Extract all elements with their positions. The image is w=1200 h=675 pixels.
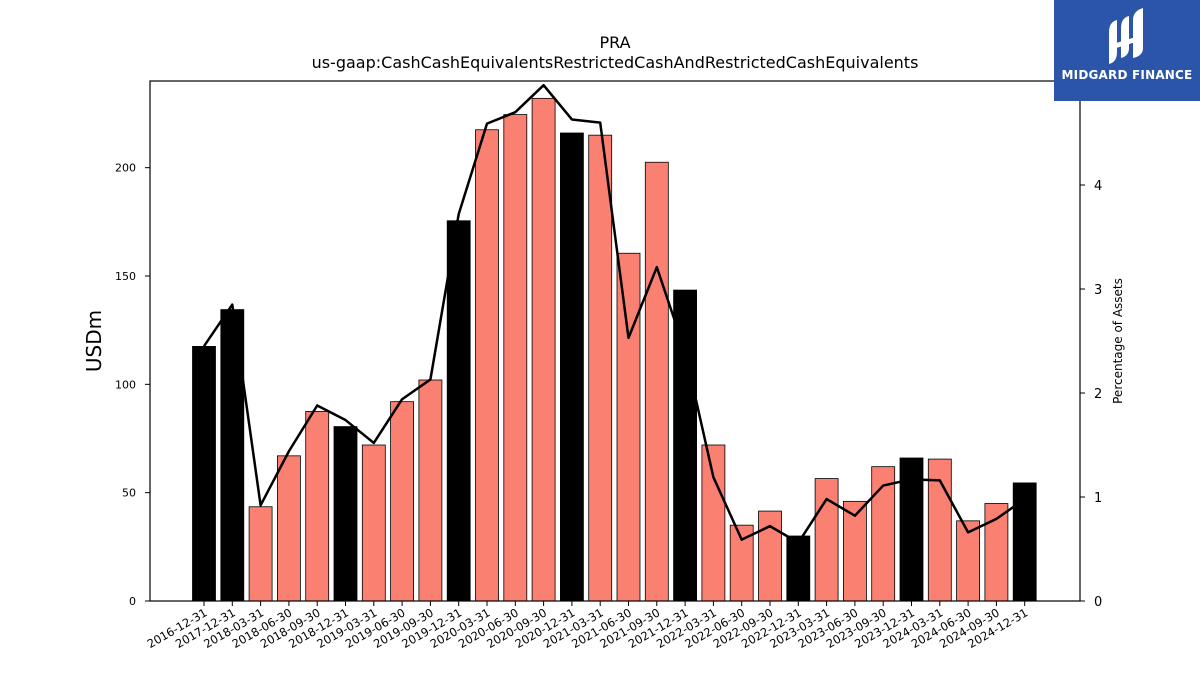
bar-2023-03-31 [814,478,839,602]
x-axis: 2016-12-312017-12-312018-03-312018-06-30… [145,601,1030,651]
line-series [202,83,1026,545]
y2-tick-label: 0 [1094,595,1102,610]
bar-2019-06-30 [390,401,415,602]
bar-2020-12-31 [560,132,584,602]
bar-2018-03-31 [248,506,273,602]
y-axis-right: 012345 [1080,75,1102,610]
y-tick-label: 200 [115,162,136,175]
bar-2020-03-31 [475,129,499,602]
y-tick-label: 100 [115,378,136,391]
bar-2021-06-30 [616,252,641,602]
percentage-line [202,83,1026,545]
y-tick-label: 0 [129,595,136,608]
y2-axis-label: Percentage of Assets [1111,278,1125,404]
y2-tick-label: 2 [1094,387,1102,402]
bar-2022-12-31 [786,535,811,602]
y-axis-label: USDm [82,310,106,372]
bar-2018-12-31 [333,426,358,602]
midgard-finance-logo: MIDGARD FINANCE [1054,0,1200,101]
y2-tick-label: 3 [1094,283,1102,298]
logo-mark-icon [1109,8,1143,64]
plot-frame [149,80,1081,602]
bar-2021-12-31 [673,289,697,602]
chart-title: PRA [599,33,630,52]
y-axis-left: 0 50 100 150 200 [115,162,150,608]
y-tick-label: 50 [122,487,136,500]
bar-2020-09-30 [531,97,556,602]
logo-text: MIDGARD FINANCE [1061,68,1193,82]
bar-2018-06-30 [276,455,301,602]
bar-2018-09-30 [305,411,330,602]
bar-2021-09-30 [644,161,669,602]
bar-2019-03-31 [361,444,386,602]
y-tick-label: 150 [115,270,136,283]
bar-series [192,97,1037,602]
bar-2022-03-31 [701,444,726,602]
bar-2022-09-30 [758,510,782,602]
bar-2024-12-31 [1012,482,1037,602]
bar-2021-03-31 [588,134,613,602]
y2-tick-label: 4 [1094,179,1102,194]
bar-2016-12-31 [192,346,216,602]
bar-2020-06-30 [503,114,528,602]
y2-tick-label: 1 [1094,491,1102,506]
bar-2019-12-31 [446,220,471,602]
bar-2019-09-30 [418,379,443,602]
chart-subtitle: us-gaap:CashCashEquivalentsRestrictedCas… [312,53,919,72]
